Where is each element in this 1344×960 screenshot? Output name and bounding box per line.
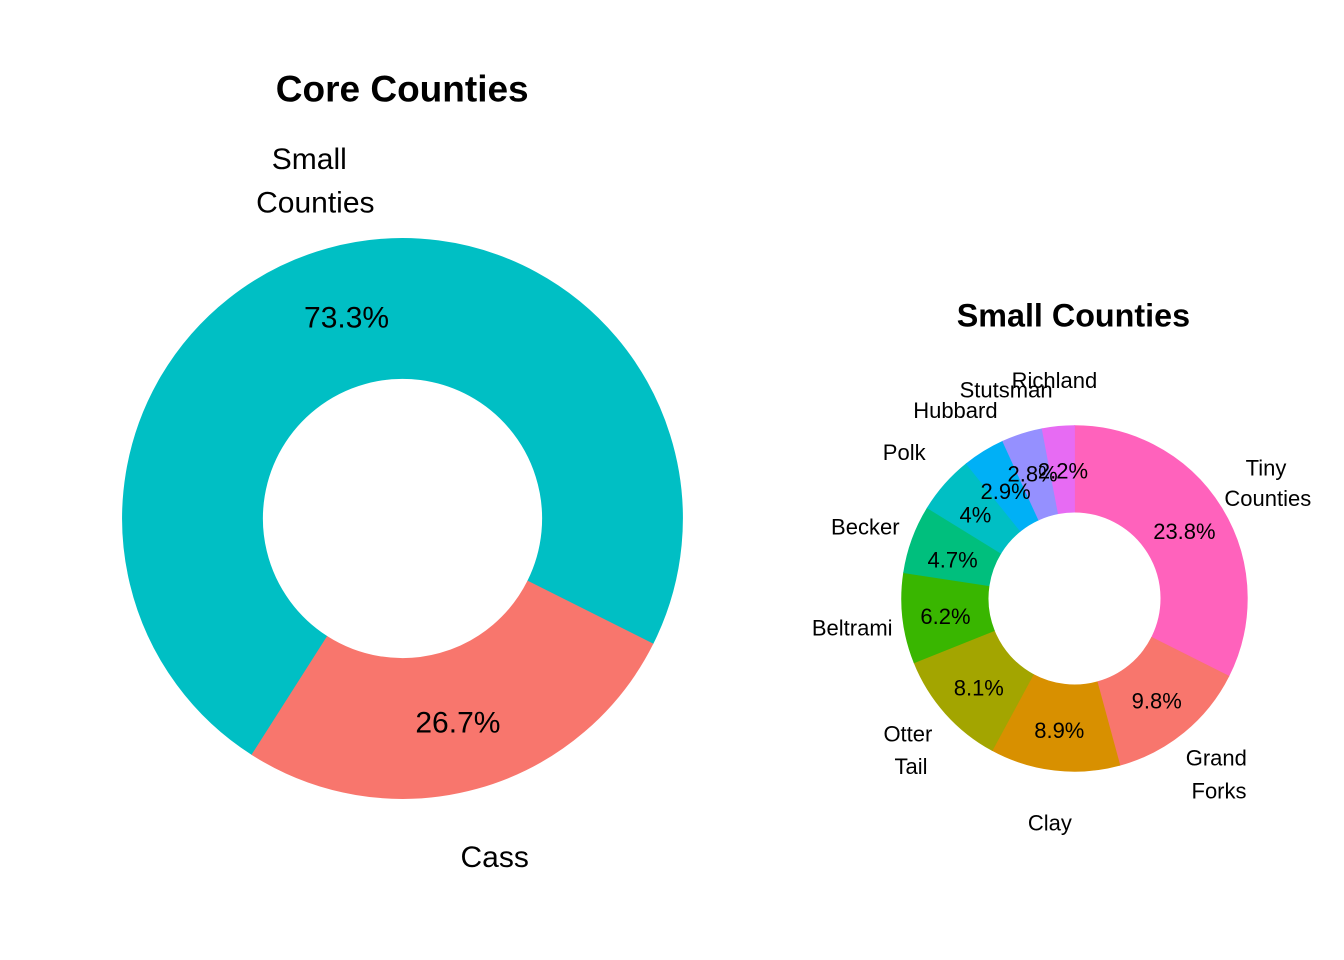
- svg-text:2.8%: 2.8%: [1008, 462, 1058, 487]
- svg-text:Tail: Tail: [894, 754, 927, 779]
- svg-text:Beltrami: Beltrami: [812, 616, 893, 641]
- svg-text:Richland: Richland: [1012, 368, 1098, 393]
- svg-text:Core Counties: Core Counties: [276, 69, 529, 110]
- svg-text:Tiny: Tiny: [1246, 455, 1287, 480]
- svg-text:6.2%: 6.2%: [920, 604, 970, 629]
- svg-text:Polk: Polk: [883, 440, 927, 465]
- svg-text:Counties: Counties: [1224, 486, 1311, 511]
- svg-text:Clay: Clay: [1028, 811, 1072, 836]
- svg-text:73.3%: 73.3%: [304, 301, 389, 334]
- svg-text:Stutsman: Stutsman: [960, 378, 1053, 403]
- svg-text:Small Counties: Small Counties: [957, 298, 1190, 334]
- svg-text:Otter: Otter: [883, 722, 932, 747]
- svg-text:4%: 4%: [960, 503, 992, 528]
- svg-text:2.9%: 2.9%: [981, 479, 1031, 504]
- svg-text:Small: Small: [272, 143, 347, 176]
- svg-text:8.9%: 8.9%: [1034, 718, 1084, 743]
- svg-text:Grand: Grand: [1186, 745, 1247, 770]
- svg-text:Forks: Forks: [1192, 779, 1247, 804]
- svg-text:Cass: Cass: [461, 841, 529, 874]
- svg-text:Hubbard: Hubbard: [913, 398, 997, 423]
- svg-text:26.7%: 26.7%: [415, 706, 500, 739]
- svg-text:8.1%: 8.1%: [954, 676, 1004, 701]
- svg-text:4.7%: 4.7%: [928, 548, 978, 573]
- svg-text:Becker: Becker: [831, 515, 899, 540]
- svg-text:9.8%: 9.8%: [1132, 689, 1182, 714]
- svg-text:23.8%: 23.8%: [1153, 519, 1215, 544]
- svg-text:2.2%: 2.2%: [1038, 459, 1088, 484]
- svg-text:Counties: Counties: [256, 187, 374, 220]
